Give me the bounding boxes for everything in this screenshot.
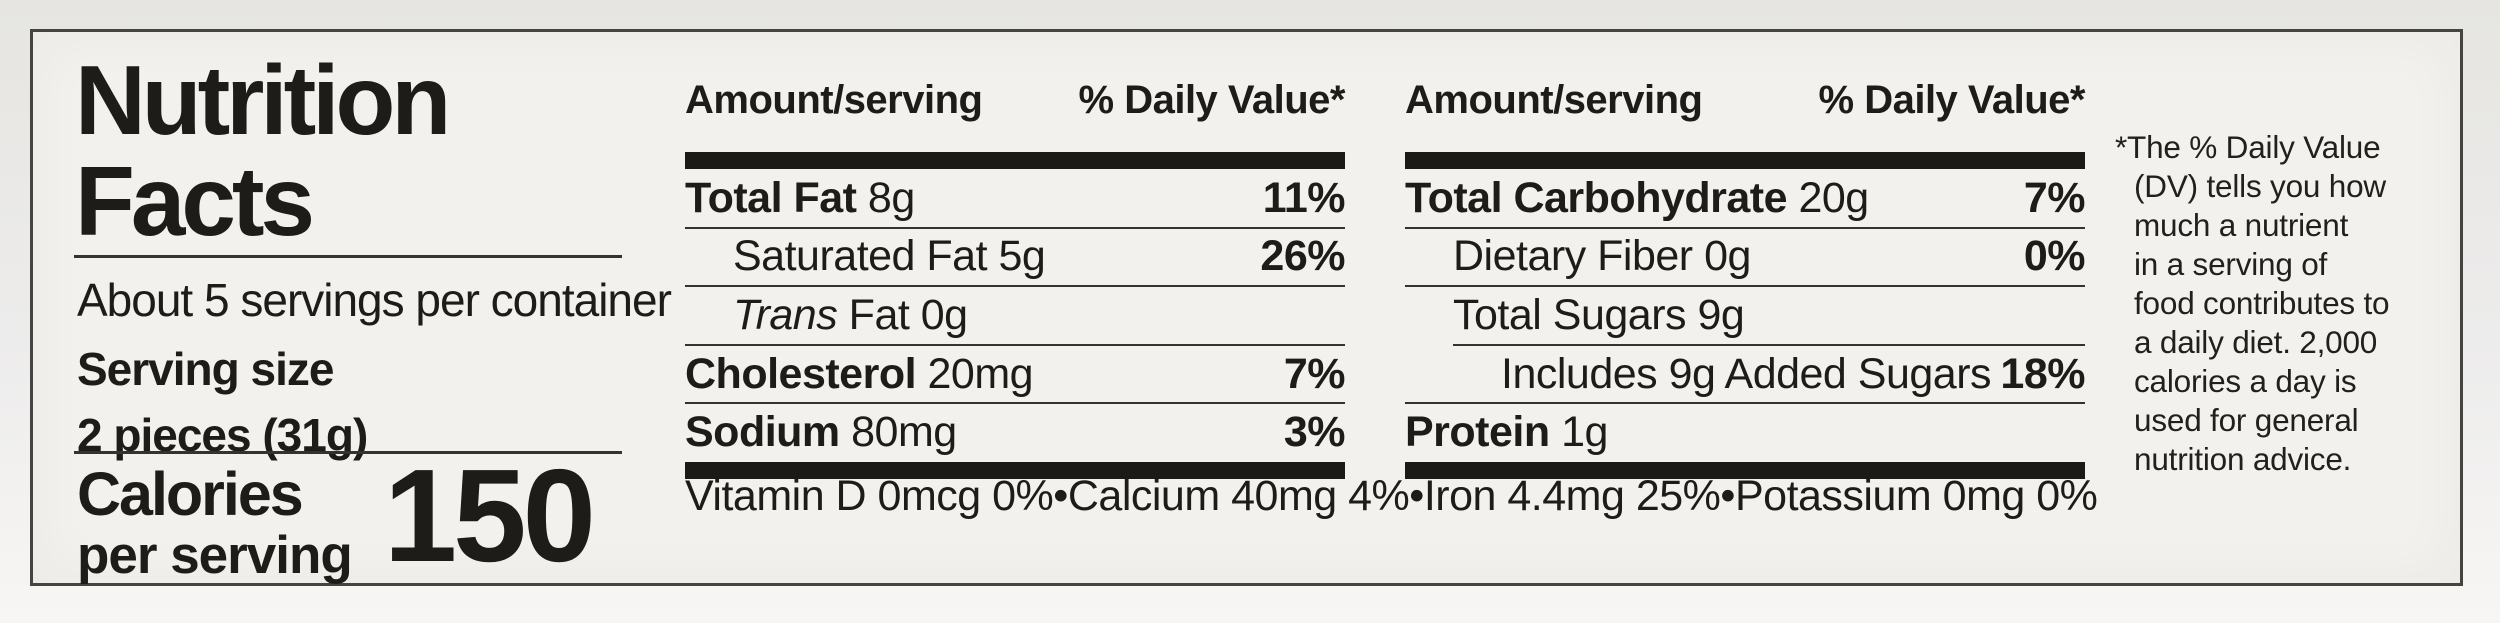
serving-size-label: Serving size — [77, 343, 334, 395]
row-divider — [1453, 343, 2085, 346]
nutrient-name: Trans Fat 0g — [733, 290, 968, 339]
nutrient-name: Total Carbohydrate 20g — [1405, 173, 1869, 222]
nutrient-name: Saturated Fat 5g — [733, 232, 1046, 281]
nutrient-daily-value: 7% — [2023, 173, 2086, 222]
nutrient-daily-value: 0% — [2023, 232, 2086, 281]
nutrient-name: Dietary Fiber 0g — [1453, 232, 1751, 281]
nutrient-rows-1: Total Fat 8g 11% Saturated Fat 5g 26% Trans … — [685, 169, 1346, 462]
nutrient-row: Trans Fat 0g — [685, 285, 1345, 345]
nutrition-facts-title: Nutrition Facts — [75, 45, 451, 256]
nutrient-column-2: Amount/serving % Daily Value* Total Carb… — [1405, 78, 2086, 518]
bullet-separator: • — [1720, 472, 1735, 520]
column-header-amount: Amount/serving — [1405, 78, 1703, 122]
column-header-daily-value: % Daily Value* — [1818, 78, 2086, 122]
nutrient-row: Total Carbohydrate 20g 7% — [1405, 169, 2086, 228]
nutrient-daily-value: 26% — [1260, 232, 1345, 281]
column-header-amount: Amount/serving — [685, 78, 983, 122]
nutrient-row: Total Fat 8g 11% — [685, 169, 1346, 228]
nutrient-row: Saturated Fat 5g 26% — [685, 226, 1345, 287]
row-divider — [1405, 402, 2085, 405]
row-divider — [1405, 285, 2085, 288]
nutrient-row: Sodium 80mg 3% — [685, 402, 1346, 462]
header-thick-bar — [685, 152, 1345, 169]
nutrient-daily-value: 11% — [1262, 173, 1346, 222]
bullet-separator: • — [1409, 472, 1424, 520]
micronutrient-item: Potassium 0mg 0% — [1734, 472, 2098, 520]
nutrient-name: Includes 9g Added Sugars — [1501, 349, 1992, 398]
nutrient-row: Includes 9g Added Sugars 18% — [1405, 343, 2085, 404]
nutrient-rows-2: Total Carbohydrate 20g 7% Dietary Fiber 0g… — [1405, 169, 2086, 462]
header-thick-bar — [1405, 152, 2085, 169]
nutrient-row: Dietary Fiber 0g 0% — [1405, 226, 2086, 287]
row-divider — [685, 226, 1345, 229]
nutrient-row: Protein 1g — [1405, 402, 2085, 462]
nutrient-row: Total Sugars 9g — [1405, 285, 2085, 345]
nutrient-daily-value: 7% — [1283, 349, 1346, 398]
column-header: Amount/serving % Daily Value* — [1405, 78, 2086, 123]
micronutrient-item: Iron 4.4mg 25% — [1423, 472, 1721, 520]
row-divider — [685, 343, 1345, 346]
bullet-separator: • — [1053, 472, 1068, 520]
nutrient-name: Total Fat 8g — [685, 173, 915, 222]
column-header-daily-value: % Daily Value* — [1078, 78, 1346, 122]
row-divider — [685, 402, 1345, 405]
micronutrient-item: Calcium 40mg 4% — [1067, 472, 1410, 520]
daily-value-footnote: *The % Daily Value (DV) tells you how mu… — [2115, 129, 2390, 477]
calories-value: 150 — [383, 442, 596, 589]
row-divider — [1405, 226, 2085, 229]
nutrient-name: Total Sugars 9g — [1453, 290, 1745, 339]
nutrient-daily-value: 18% — [2000, 349, 2085, 398]
calories-label: Calories per serving — [77, 460, 353, 585]
footer-thick-bar — [685, 462, 1345, 479]
nutrient-name: Sodium 80mg — [685, 408, 957, 457]
row-divider — [685, 285, 1345, 288]
nutrient-row: Cholesterol 20mg 7% — [685, 343, 1346, 404]
title-line-1: Nutrition — [75, 45, 451, 155]
nutrient-name: Cholesterol 20mg — [685, 349, 1034, 398]
nutrient-name: Protein 1g — [1405, 408, 1608, 457]
servings-per-container: About 5 servings per container — [77, 274, 672, 326]
nutrient-column-1: Amount/serving % Daily Value* Total Fat … — [685, 78, 1346, 518]
nutrition-facts-panel: Nutrition Facts About 5 servings per con… — [30, 29, 2463, 586]
title-line-2: Facts — [75, 146, 315, 256]
micronutrients-line: Vitamin D 0mcg 0% • Calcium 40mg 4% • Iron 4… — [685, 472, 2098, 521]
calories-label-line-2: per serving — [77, 526, 353, 585]
calories-divider-rule — [74, 451, 622, 454]
calories-label-line-1: Calories — [77, 460, 304, 528]
title-divider-rule — [74, 255, 622, 258]
micronutrient-item: Vitamin D 0mcg 0% — [685, 472, 1054, 520]
nutrient-daily-value: 3% — [1283, 408, 1346, 457]
column-header: Amount/serving % Daily Value* — [685, 78, 1346, 123]
footer-thick-bar — [1405, 462, 2085, 479]
